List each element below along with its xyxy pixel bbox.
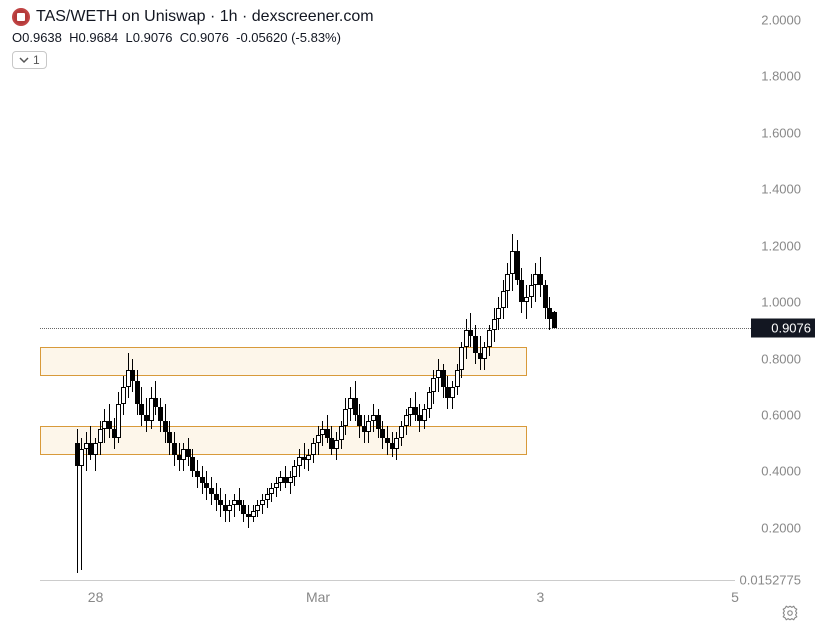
x-tick-label: 5: [731, 589, 739, 605]
y-tick-label: 0.4000: [761, 464, 801, 479]
y-tick-label: 1.4000: [761, 182, 801, 197]
chevron-down-icon: [19, 55, 29, 65]
pair-title: TAS/WETH on Uniswap · 1h · dexscreener.c…: [36, 8, 374, 26]
plot-region[interactable]: 0.9076: [40, 20, 735, 580]
pair-logo-icon: [12, 8, 30, 26]
y-tick-label: 1.8000: [761, 69, 801, 84]
y-tick-label: 1.2000: [761, 238, 801, 253]
y-tick-label: 1.0000: [761, 295, 801, 310]
y-tick-label: 0.6000: [761, 408, 801, 423]
expand-indicators-button[interactable]: 1: [12, 51, 47, 69]
settings-icon[interactable]: [781, 604, 799, 622]
x-tick-label: Mar: [306, 589, 330, 605]
chart-area[interactable]: 0.9076 2.00001.80001.60001.40001.20001.0…: [0, 0, 815, 634]
y-axis: 2.00001.80001.60001.40001.20001.00000.80…: [735, 20, 815, 580]
x-tick-label: 3: [536, 589, 544, 605]
y-tick-label: 0.8000: [761, 351, 801, 366]
y-tick-label: 0.0152775: [740, 573, 801, 588]
y-tick-label: 0.2000: [761, 520, 801, 535]
expand-count: 1: [33, 53, 40, 67]
x-axis: 28Mar35: [40, 580, 735, 634]
ohlc-legend: O0.9638 H0.9684 L0.9076 C0.9076 -0.05620…: [12, 30, 803, 45]
x-tick-label: 28: [88, 589, 104, 605]
current-price-line: [40, 328, 815, 329]
y-tick-label: 1.6000: [761, 125, 801, 140]
chart-header: TAS/WETH on Uniswap · 1h · dexscreener.c…: [12, 8, 803, 70]
